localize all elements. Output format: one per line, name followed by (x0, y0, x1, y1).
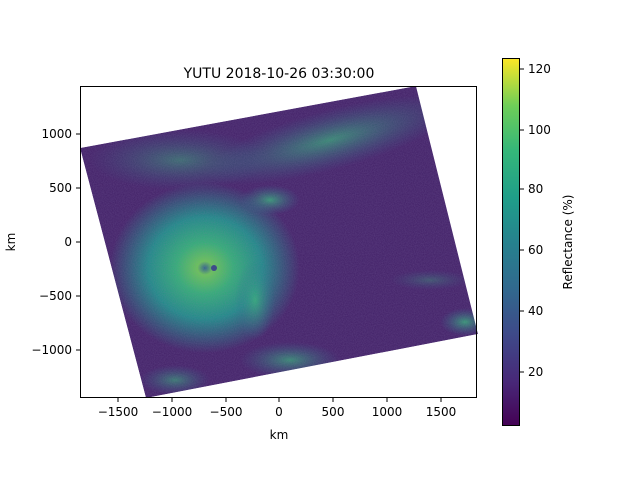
y-tick-label: 1000 (41, 127, 72, 141)
colorbar-tick-label: 40 (528, 304, 543, 318)
x-tick-label: 0 (275, 405, 283, 419)
chart-title: YUTU 2018-10-26 03:30:00 (183, 66, 375, 82)
colorbar-tick-label: 60 (528, 243, 543, 257)
x-axis: −1500 −1000 −500 0 500 1000 1500 km (98, 398, 457, 442)
satellite-image (80, 86, 478, 398)
colorbar-tick-label: 100 (528, 123, 551, 137)
colorbar-label: Reflectance (%) (561, 195, 575, 290)
y-tick-label: −500 (39, 289, 72, 303)
x-axis-label: km (270, 428, 289, 442)
x-tick-label: −1500 (98, 405, 139, 419)
storm-eye (211, 265, 217, 271)
colorbar-tick-label: 20 (528, 365, 543, 379)
y-tick-label: 500 (49, 181, 72, 195)
y-tick-label: 0 (64, 235, 72, 249)
y-axis-label: km (4, 233, 18, 252)
x-tick-label: −1000 (152, 405, 193, 419)
axes-frame (80, 86, 477, 398)
y-tick-label: −1000 (31, 343, 72, 357)
y-axis: 1000 500 0 −500 −1000 km (4, 127, 80, 357)
colorbar: 120 100 80 60 40 20 Reflectance (%) (502, 58, 575, 426)
colorbar-tick-label: 120 (528, 62, 551, 76)
colorbar-gradient (502, 58, 520, 426)
x-tick-label: 1500 (426, 405, 457, 419)
colorbar-tick-label: 80 (528, 182, 543, 196)
x-tick-label: 1000 (372, 405, 403, 419)
x-tick-label: −500 (210, 405, 243, 419)
x-tick-label: 500 (322, 405, 345, 419)
